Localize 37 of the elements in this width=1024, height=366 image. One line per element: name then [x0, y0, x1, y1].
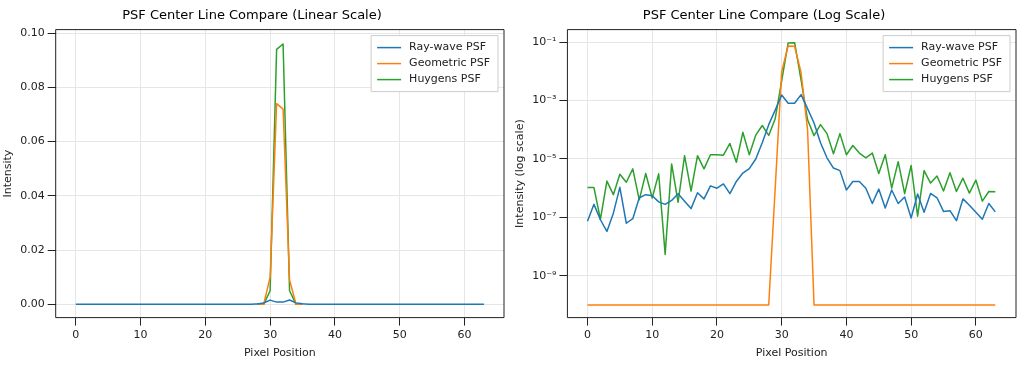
y-tick-label: 0.00 [20, 297, 45, 311]
x-tick-label: 50 [904, 328, 919, 342]
x-tick-label: 30 [774, 328, 789, 342]
y-axis-title: Intensity [1, 149, 15, 198]
y-tick-label: 10⁻³ [532, 93, 557, 107]
x-tick-label: 0 [72, 328, 80, 342]
y-tick-label: 10⁻¹ [532, 35, 557, 49]
y-tick-label: 10⁻⁵ [532, 151, 557, 165]
x-tick-label: 20 [709, 328, 724, 342]
legend-label: Huygens PSF [409, 72, 481, 86]
x-tick-label: 10 [133, 328, 148, 342]
x-tick-label: 40 [327, 328, 342, 342]
y-axis-title: Intensity (log scale) [513, 119, 527, 228]
legend-label: Geometric PSF [921, 56, 1003, 70]
y-tick-label: 10⁻⁹ [532, 268, 557, 282]
x-tick-label: 50 [392, 328, 407, 342]
x-tick-label: 10 [645, 328, 660, 342]
chart-title: PSF Center Line Compare (Log Scale) [642, 7, 886, 23]
x-tick-label: 60 [968, 328, 983, 342]
y-tick-label: 0.06 [20, 134, 45, 148]
y-tick-label: 0.04 [20, 188, 45, 202]
legend-label: Geometric PSF [409, 56, 491, 70]
x-tick-label: 30 [263, 328, 278, 342]
legend-label: Ray-wave PSF [921, 40, 999, 54]
y-tick-label: 10⁻⁷ [532, 210, 557, 224]
x-tick-label: 20 [198, 328, 213, 342]
y-tick-label: 0.02 [20, 242, 45, 256]
chart-title: PSF Center Line Compare (Linear Scale) [122, 7, 382, 23]
legend-label: Huygens PSF [921, 72, 993, 86]
x-tick-label: 0 [583, 328, 591, 342]
x-axis-title: Pixel Position [243, 346, 316, 360]
legend-label: Ray-wave PSF [409, 40, 487, 54]
x-axis-title: Pixel Position [755, 346, 828, 360]
y-tick-label: 0.10 [20, 25, 45, 39]
x-tick-label: 60 [457, 328, 472, 342]
y-tick-label: 0.08 [20, 80, 45, 94]
x-tick-label: 40 [839, 328, 854, 342]
